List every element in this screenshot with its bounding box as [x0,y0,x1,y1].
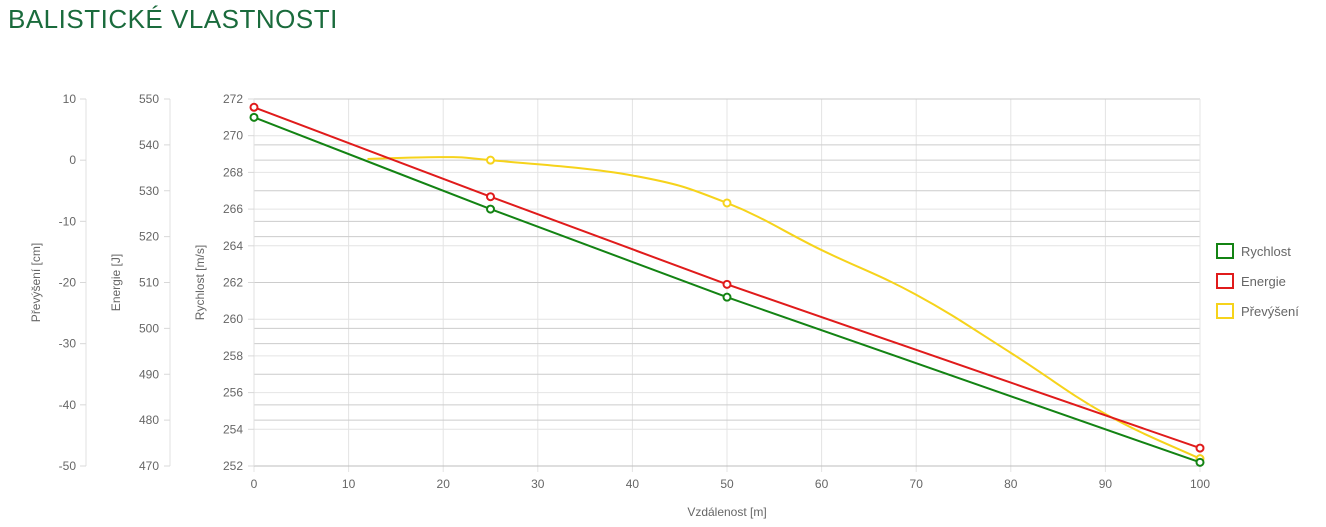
drop-tick-label: -30 [59,337,77,351]
chart-series [249,102,1205,467]
speed-series-point [486,204,495,214]
legend-swatch [1216,243,1234,259]
x-axis-title: Vzdálenost [m] [687,505,766,519]
speed-tick-label: 256 [223,386,243,400]
drop-tick-label: -10 [59,214,77,228]
x-tick-label: 90 [1099,477,1113,491]
speed-tick-label: 262 [223,276,243,290]
speed-tick-label: 260 [223,312,243,326]
speed-tick-label: 268 [223,165,243,179]
legend-swatch [1216,273,1234,289]
energy-tick-label: 510 [139,276,159,290]
speed-series-point [249,112,259,122]
chart-legend: Rychlost Energie Převýšení [1216,243,1299,319]
legend-label: Převýšení [1241,304,1299,319]
chart-grid [253,98,1201,472]
energy-tick-label: 490 [139,367,159,381]
x-tick-label: 100 [1190,477,1210,491]
energy-tick-label: 550 [139,92,159,106]
speed-series-point [1195,457,1205,467]
legend-swatch [1216,303,1234,319]
energy-axis-title: Energie [J] [109,254,123,311]
x-tick-label: 80 [1004,477,1018,491]
drop-tick-label: -20 [59,276,77,290]
legend-label: Energie [1241,274,1286,289]
x-tick-label: 60 [815,477,829,491]
drop-axis-title: Převýšení [cm] [29,243,43,322]
speed-tick-label: 272 [223,92,243,106]
speed-tick-label: 252 [223,459,243,473]
x-tick-label: 20 [437,477,451,491]
drop-series-point [486,155,495,165]
x-tick-label: 70 [910,477,924,491]
energy-tick-label: 500 [139,321,159,335]
x-tick-label: 10 [342,477,356,491]
drop-tick-label: 10 [63,92,77,106]
x-tick-label: 40 [626,477,640,491]
energy-series-line [253,106,1201,450]
drop-tick-label: -50 [59,459,77,473]
energy-series-point [1195,443,1205,453]
chart-axes: 0 10 20 30 40 50 60 70 80 90 100252254256258260262… [29,92,1210,491]
drop-tick-label: 0 [69,153,76,167]
x-tick-label: 0 [251,477,258,491]
speed-series-line [253,116,1201,464]
speed-tick-label: 258 [223,349,243,363]
drop-tick-label: -40 [59,398,77,412]
legend-label: Rychlost [1241,244,1291,259]
energy-tick-label: 480 [139,413,159,427]
energy-series-point [722,279,732,289]
speed-series-point [722,292,732,302]
energy-tick-label: 520 [139,230,159,244]
energy-tick-label: 540 [139,138,159,152]
x-tick-label: 30 [531,477,545,491]
speed-axis-title: Rychlost [m/s] [193,245,207,320]
energy-tick-label: 530 [139,184,159,198]
speed-tick-label: 270 [223,129,243,143]
speed-tick-label: 254 [223,422,243,436]
energy-series-point [486,192,495,202]
page-title: BALISTICKÉ VLASTNOSTI [8,4,338,34]
energy-series-point [249,102,259,112]
x-tick-label: 50 [720,477,734,491]
speed-tick-label: 266 [223,202,243,216]
drop-series-point [722,198,732,208]
speed-tick-label: 264 [223,239,243,253]
energy-tick-label: 470 [139,459,159,473]
drop-series-line [367,156,1201,460]
